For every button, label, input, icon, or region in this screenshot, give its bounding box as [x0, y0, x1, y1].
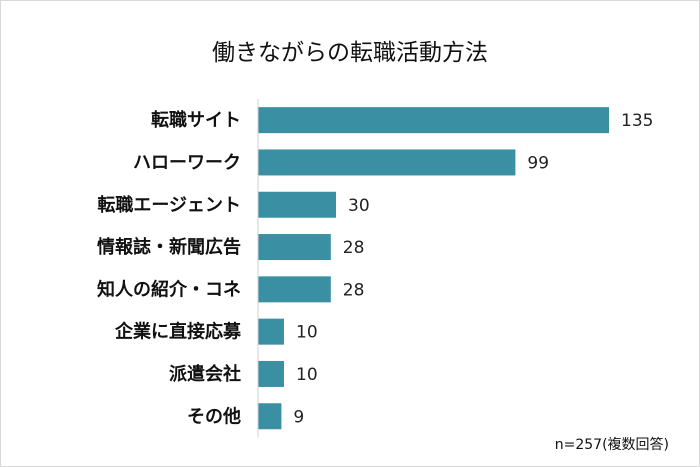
category-label: ハローワーク [133, 152, 241, 173]
data-label: 9 [293, 407, 304, 427]
data-label: 28 [343, 238, 365, 258]
category-label: 知人の紹介・コネ [97, 278, 241, 300]
category-label: 転職サイト [151, 109, 241, 131]
bar [258, 276, 331, 303]
bar [258, 403, 282, 430]
bar [258, 107, 609, 134]
category-label: 派遣会社 [169, 363, 241, 385]
bar [258, 234, 331, 261]
bar [258, 360, 284, 387]
chart-title: 働きながらの転職活動方法 [212, 40, 488, 66]
sample-size-note: n=257(複数回答) [554, 437, 669, 453]
category-label: 情報誌・新聞広告 [97, 236, 241, 258]
data-label: 10 [296, 323, 318, 343]
bar [258, 149, 516, 176]
category-label: 企業に直接応募 [114, 321, 242, 343]
data-label: 10 [296, 365, 318, 385]
data-label: 99 [527, 153, 549, 173]
data-label: 135 [621, 111, 653, 131]
data-label: 30 [348, 196, 370, 216]
bar [258, 318, 284, 345]
data-label: 28 [343, 280, 365, 300]
category-label: 転職エージェント [97, 194, 241, 216]
bar [258, 191, 336, 218]
category-label: その他 [187, 405, 241, 427]
